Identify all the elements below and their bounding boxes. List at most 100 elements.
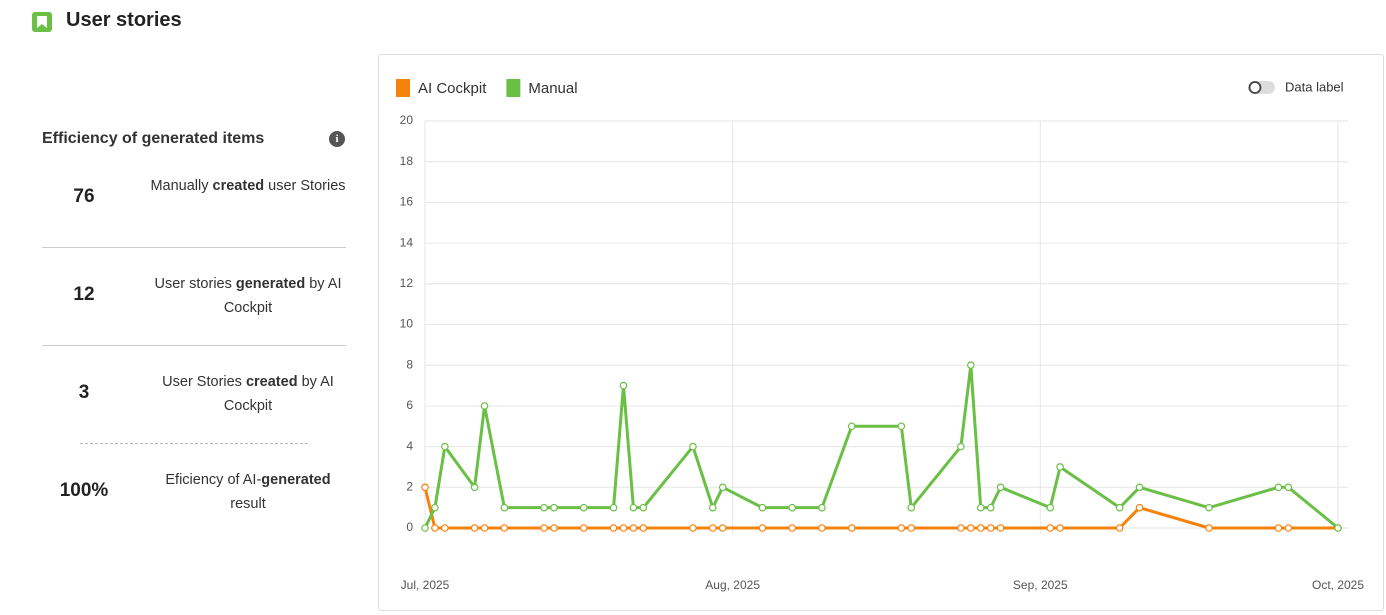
data-point [689, 524, 697, 532]
emphasis: generated [235, 276, 306, 292]
data-point [1046, 524, 1055, 532]
legend-swatch [396, 79, 410, 97]
data-point [788, 524, 796, 532]
data-point [818, 524, 826, 532]
dashed-divider [80, 443, 308, 444]
data-point [1334, 524, 1342, 532]
metric-value: 76 [73, 186, 95, 207]
data-point [629, 503, 638, 512]
section-title: User stories [66, 9, 182, 31]
data-point [689, 442, 697, 451]
data-point [500, 503, 509, 512]
x-tick-label: Oct, 2025 [1312, 578, 1364, 592]
y-tick-label: 8 [406, 357, 413, 371]
data-point [967, 524, 975, 532]
y-tick-label: 20 [400, 113, 414, 127]
divider [42, 247, 346, 248]
data-point [996, 483, 1005, 492]
y-tick-label: 2 [406, 479, 413, 493]
legend-swatch [506, 79, 521, 97]
label-text: by AI Cockpit [223, 276, 342, 316]
data-point [996, 524, 1005, 532]
data-point [619, 524, 628, 532]
data-point [1056, 524, 1064, 532]
efficiency-title: Efficiency of generated items [42, 130, 265, 147]
data-point [480, 524, 489, 532]
data-point [421, 483, 429, 492]
metric-value: 3 [78, 382, 90, 403]
y-tick-label: 6 [406, 398, 413, 412]
data-point [609, 503, 618, 512]
data-point [758, 503, 767, 512]
data-point [540, 524, 548, 532]
data-point [847, 422, 856, 431]
data-point [639, 503, 648, 512]
data-point [986, 524, 995, 532]
label-text: by AI Cockpit [223, 374, 334, 414]
chart-panel: 0 2 4 6 8 10 12 14 16 18 20 Jul, 2025 Aug, 2025 Sep, … [378, 54, 1384, 611]
data-point [579, 524, 588, 532]
label-text: Eficiency of AI- [165, 472, 262, 488]
data-point [550, 524, 558, 532]
data-point [470, 524, 479, 532]
data-point [441, 442, 449, 451]
data-point [639, 524, 648, 532]
data-label-toggle[interactable]: Data label [1248, 79, 1344, 94]
data-point [967, 361, 975, 370]
data-point [441, 524, 449, 532]
data-point [1056, 463, 1064, 471]
data-point [1135, 503, 1144, 512]
x-tick-label: Jul, 2025 [401, 578, 450, 592]
data-point [708, 524, 717, 532]
metric-label: Manually created user Stories [148, 174, 348, 198]
data-point [540, 503, 548, 512]
data-point [619, 381, 628, 390]
data-point [986, 503, 995, 512]
y-tick-label: 0 [406, 520, 413, 534]
label-text: user Stories [264, 178, 346, 194]
data-point [818, 503, 826, 512]
section-icon [32, 12, 52, 32]
y-tick-label: 16 [400, 195, 414, 209]
data-point [758, 524, 767, 532]
data-point [480, 402, 489, 410]
data-point [1115, 503, 1124, 512]
data-point [1135, 483, 1144, 492]
emphasis: created [245, 374, 298, 390]
metric-label: User stories generated by AI Cockpit [148, 272, 348, 320]
data-point [500, 524, 509, 532]
data-point [907, 503, 916, 512]
chart: 0 2 4 6 8 10 12 14 16 18 20 Jul, 2025 Aug, 2025 Sep, … [396, 79, 1364, 592]
metric-value: 100% [59, 480, 109, 501]
toggle-knob [1248, 81, 1262, 94]
data-point [897, 524, 906, 532]
metric-value: 12 [73, 284, 95, 305]
y-tick-label: 10 [400, 317, 414, 331]
data-point [708, 503, 717, 512]
label-text: User Stories [162, 374, 246, 390]
label-text: Manually [150, 178, 213, 194]
label-text: User stories [154, 276, 236, 292]
data-point [421, 524, 429, 532]
y-tick-label: 12 [400, 276, 414, 290]
toggle-label: Data label [1285, 79, 1344, 94]
data-point [550, 503, 558, 512]
data-point [718, 483, 727, 492]
data-point [629, 524, 638, 532]
data-point [1046, 503, 1055, 512]
emphasis: generated [261, 472, 331, 488]
info-icon[interactable]: i [329, 131, 345, 147]
legend-label: Manual [528, 80, 577, 97]
metric-label: Eficiency of AI-generated result [148, 468, 348, 516]
data-point [788, 503, 796, 512]
data-point [470, 483, 479, 492]
data-point [957, 442, 965, 451]
data-point [897, 422, 906, 431]
data-point [431, 503, 439, 512]
label-text: result [230, 496, 266, 512]
data-point [1205, 524, 1213, 532]
bookmark-icon [37, 16, 47, 28]
data-point [609, 524, 618, 532]
divider [42, 345, 346, 346]
